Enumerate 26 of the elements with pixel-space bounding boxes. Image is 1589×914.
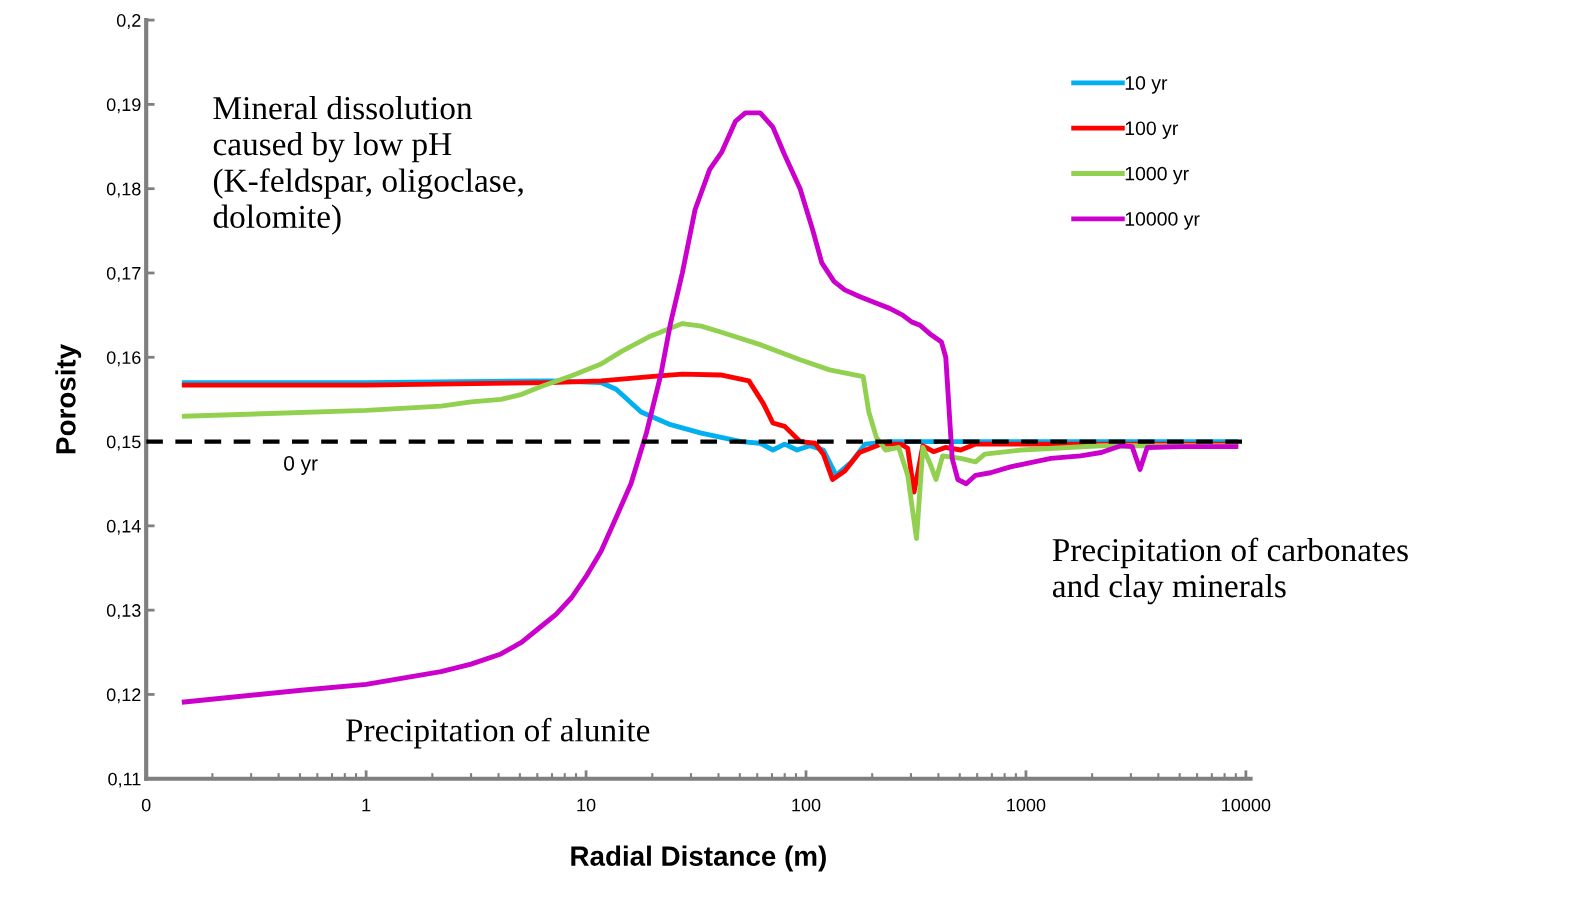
annotation: Mineral dissolution caused by low pH (K-feldspar, oligoclase, dolomite) [213, 95, 523, 235]
ref-line-label: 0 yr [284, 456, 318, 475]
x-axis-title: Radial Distance (m) [571, 845, 826, 872]
legend-label: 10 yr [1125, 76, 1168, 94]
legend-label: 1000 yr [1125, 166, 1189, 185]
x-tick-label: 10 [577, 798, 596, 812]
y-tick-label: 0,2 [116, 14, 141, 29]
y-axis-title: Porosity [55, 344, 82, 454]
x-tick-label: 100 [792, 798, 821, 812]
legend-label: 100 yr [1125, 121, 1178, 140]
y-tick-label: 0,18 [106, 182, 141, 198]
y-tick-label: 0,17 [106, 266, 141, 282]
x-tick-label: 1000 [1007, 798, 1046, 812]
x-tick-label: 1 [362, 798, 371, 812]
annotation: Precipitation of carbonates and clay minerals [1052, 537, 1408, 605]
y-tick-label: 0,14 [106, 519, 141, 535]
y-tick-label: 0,19 [106, 98, 141, 114]
y-tick-label: 0,16 [106, 351, 141, 367]
x-tick-label: 0 [141, 798, 151, 812]
y-tick-label: 0,12 [106, 688, 141, 704]
x-tick-label: 10000 [1222, 798, 1271, 812]
y-tick-label: 0,11 [108, 772, 141, 788]
annotation: Precipitation of alunite [345, 717, 650, 749]
y-tick-label: 0,13 [106, 604, 141, 619]
legend-label: 10000 yr [1125, 212, 1200, 230]
y-tick-label: 0,15 [106, 435, 141, 451]
